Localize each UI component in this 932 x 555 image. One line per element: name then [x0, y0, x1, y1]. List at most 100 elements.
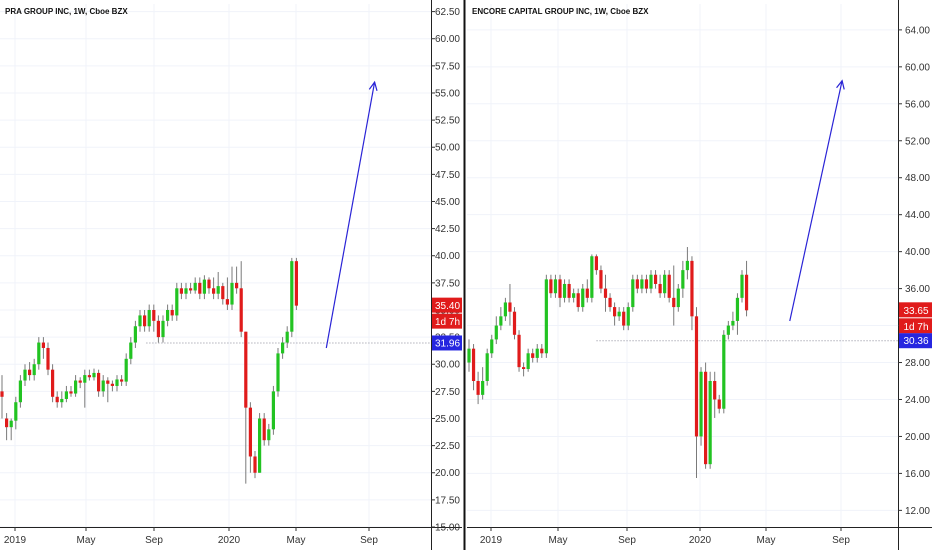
chart2-candle-body-6: [494, 325, 498, 340]
chart1-y-tick-label-0: 62.50: [435, 7, 460, 18]
chart1-candle-body-20: [92, 372, 96, 378]
chart2-candle-body-36: [631, 279, 635, 308]
chart2-candle-body-10: [512, 311, 517, 335]
chart2-y-tick-label-13: 12.00: [905, 506, 930, 517]
chart1-y-tick-label-17: 20.00: [435, 468, 460, 479]
chart2-x-tick-label-0: 2019: [480, 535, 503, 546]
chart2-candle-body-56: [722, 334, 726, 409]
chart2-projection-arrow-head: [836, 79, 845, 90]
chart2-candle-body-28: [594, 256, 598, 271]
chart1-candle-body-30: [138, 315, 142, 327]
chart1-candle-body-28: [129, 342, 133, 359]
chart2-candle-body-3: [481, 381, 485, 395]
chart1-candle-body-15: [69, 391, 73, 394]
chart1-candle-body-48: [221, 286, 225, 300]
chart1-projection-arrow-line: [325, 82, 376, 349]
chart1-last-price-tag: [432, 297, 462, 313]
chart1-y-tick-label-19: 15.00: [435, 523, 460, 534]
chart1-candle-body-49: [225, 299, 229, 305]
chart2-candle-body-32: [613, 307, 617, 317]
chart2-candle-body-55: [717, 399, 721, 409]
chart1-candle-body-27: [124, 358, 128, 382]
chart1-level-tag: [432, 335, 462, 351]
chart2-candle-body-16: [540, 348, 544, 354]
chart1-x-tick-label-0: 2019: [4, 535, 27, 546]
chart1-candle-body-37: [170, 309, 174, 316]
chart2-last-price-label: 33.65: [903, 306, 928, 317]
chart2-candle-body-20: [558, 279, 562, 298]
chart2-candle-body-49: [690, 260, 694, 317]
chart1-y-tick-label-8: 42.50: [435, 224, 460, 235]
chart1-countdown-tag: [432, 313, 462, 329]
chart2-candle-body-2: [476, 381, 480, 395]
chart2-projection-arrow-line: [789, 80, 843, 322]
chart1-candle-body-8: [37, 342, 41, 365]
chart1-candle-body-32: [147, 309, 151, 327]
chart2-candle-body-39: [644, 279, 649, 289]
chart1-candle-body-40: [184, 288, 188, 294]
chart1-candle-body-2: [9, 420, 13, 428]
chart1-candle-body-41: [189, 288, 193, 291]
chart1-y-tick-label-3: 55.00: [435, 88, 460, 99]
chart1-candle-body-34: [156, 320, 160, 338]
chart2-candle-body-33: [617, 311, 621, 317]
chart2-countdown-label: 1d 7h: [903, 322, 928, 333]
chart2-y-tick-label-0: 64.00: [905, 25, 930, 36]
chart1-candle-body-9: [41, 342, 45, 348]
chart2-candle-body-60: [740, 274, 744, 298]
chart1-candle-body-63: [290, 261, 294, 332]
chart2-candle-body-24: [576, 293, 580, 308]
chart1-candle-body-5: [23, 369, 27, 381]
chart1-candle-body-47: [216, 286, 220, 294]
chart1-candle-body-31: [143, 315, 147, 327]
chart2-candle-body-27: [590, 256, 594, 298]
chart1-candle-body-52: [239, 288, 243, 332]
chart1-candle-body-10: [46, 347, 50, 370]
chart1-candle-body-33: [152, 309, 156, 321]
chart2-candle-body-37: [635, 279, 639, 289]
chart1-y-tick-label-10: 37.50: [435, 278, 460, 289]
chart1-candle-body-35: [161, 320, 165, 338]
chart1-x-tick-label-3: 2020: [218, 535, 241, 546]
chart1-candle-body-43: [198, 282, 202, 294]
chart1-candle-body-24: [110, 383, 114, 386]
chart1-candle-body-14: [64, 391, 68, 399]
chart2-candle-body-19: [553, 279, 558, 294]
chart2-candle-body-34: [622, 311, 626, 326]
chart2-candle-body-8: [503, 302, 507, 317]
chart1-y-tick-label-13: 30.00: [435, 360, 460, 371]
chart1-candle-body-51: [235, 282, 239, 289]
chart2-y-tick-label-9: 28.00: [905, 358, 930, 369]
chart2-candle-body-48: [685, 260, 689, 271]
chart2-x-tick-label-4: May: [757, 535, 776, 546]
chart2-candle-body-7: [499, 316, 503, 326]
chart1-candle-body-6: [28, 369, 32, 376]
chart1-candle-body-62: [285, 331, 289, 343]
chart1-candle-body-56: [258, 418, 262, 473]
chart2-y-tick-label-5: 44.00: [905, 210, 930, 221]
chart1-candle-body-38: [175, 288, 179, 316]
chart1-y-tick-label-7: 45.00: [435, 197, 460, 208]
chart2-candle-body-4: [485, 353, 489, 382]
chart2-candle-body-1: [471, 348, 476, 382]
chart2-candle-body-46: [676, 288, 680, 308]
chart1-candle-body-39: [179, 288, 183, 294]
chart2-candle-body-45: [672, 297, 676, 308]
chart2-candle-body-23: [572, 293, 576, 298]
chart2-y-tick-label-3: 52.00: [905, 136, 930, 147]
chart2-candle-body-30: [603, 288, 608, 298]
chart1-y-tick-label-9: 40.00: [435, 251, 460, 262]
chart2-candle-body-51: [699, 371, 703, 437]
chart2-candle-body-29: [599, 270, 603, 289]
chart1-candle-body-16: [74, 380, 78, 394]
chart1-y-tick-label-14: 27.50: [435, 387, 460, 398]
chart1-x-tick-label-5: Sep: [360, 535, 378, 546]
chart1-candle-body-13: [60, 398, 64, 403]
chart2-y-tick-label-6: 40.00: [905, 247, 930, 258]
chart1-candle-body-17: [78, 380, 82, 383]
chart1-candle-body-64: [294, 261, 298, 306]
chart2-y-tick-label-1: 60.00: [905, 62, 930, 73]
chart2-candle-body-15: [535, 348, 539, 358]
chart1-candle-body-50: [230, 282, 234, 305]
